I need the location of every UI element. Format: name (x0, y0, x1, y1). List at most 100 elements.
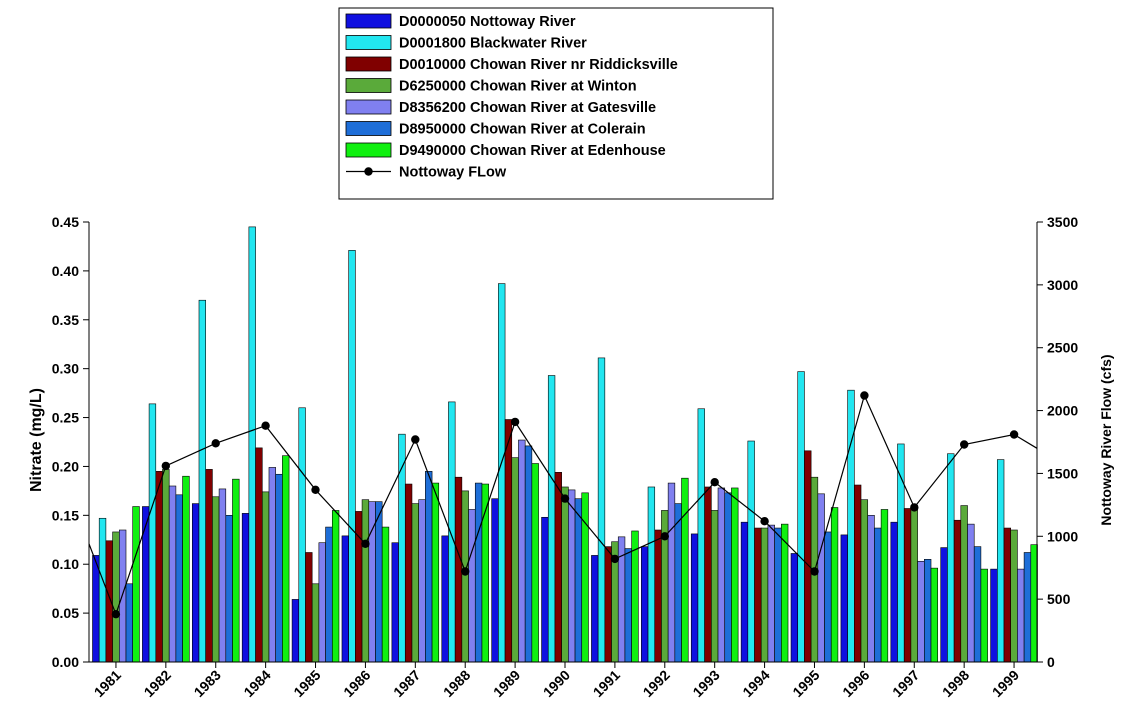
flow-point (910, 503, 919, 512)
bar (381, 526, 390, 663)
bar (568, 489, 576, 663)
y2-tick-label: 1500 (1047, 465, 1078, 481)
legend-swatch (345, 78, 392, 93)
bar (930, 567, 939, 663)
legend-line-marker (364, 167, 373, 176)
bar (947, 453, 955, 663)
bar (996, 459, 1005, 663)
y2-tick-label: 500 (1047, 591, 1071, 607)
bar (854, 484, 862, 663)
bar (917, 560, 925, 663)
bar (225, 515, 233, 663)
bar (282, 455, 290, 663)
bar (92, 555, 100, 663)
bar (824, 531, 832, 663)
flow-point (161, 461, 170, 471)
bar (275, 473, 283, 663)
x-tick-label: 1984 (240, 667, 273, 700)
bar (960, 505, 968, 663)
bar (255, 447, 263, 663)
bar (561, 486, 569, 663)
bar (298, 407, 306, 663)
bar (674, 503, 682, 663)
bar (205, 469, 213, 663)
bar (840, 534, 848, 663)
bar (547, 375, 556, 663)
bar (973, 546, 982, 663)
x-tick-label: 1995 (789, 667, 822, 700)
bar (411, 503, 419, 663)
y2-tick-label: 3500 (1047, 214, 1078, 230)
x-tick-label: 1999 (989, 667, 1022, 700)
flow-point (411, 435, 420, 444)
bar (574, 498, 583, 663)
bar (717, 487, 726, 663)
bar (511, 457, 519, 663)
y-tick-label: 0.45 (52, 214, 79, 230)
bar (581, 492, 589, 663)
bar (890, 521, 898, 663)
bar (924, 559, 932, 663)
bar (697, 408, 705, 663)
y2-tick-label: 0 (1047, 654, 1055, 670)
x-tick-label: 1982 (141, 667, 174, 700)
flow-point (510, 417, 520, 427)
y-tick-label: 0.20 (52, 458, 79, 474)
y-tick-label: 0.05 (52, 605, 79, 621)
x-tick-label: 1990 (540, 667, 573, 700)
y-tick-label: 0.10 (52, 556, 79, 572)
bar (1003, 527, 1011, 663)
bar (790, 553, 799, 663)
bar (341, 535, 349, 663)
bar (441, 535, 449, 663)
flow-point (211, 439, 220, 448)
flow-point (311, 485, 320, 494)
bar (817, 493, 825, 663)
bar (953, 519, 962, 663)
bar (162, 469, 170, 663)
x-tick-label: 1991 (590, 667, 623, 700)
bar (198, 299, 206, 663)
bar (182, 475, 190, 663)
legend-swatch (345, 56, 392, 72)
x-tick-label: 1994 (739, 667, 772, 700)
bar (431, 482, 440, 663)
x-tick-label: 1993 (689, 667, 722, 700)
bar (448, 401, 456, 663)
bar (112, 531, 120, 663)
bar (724, 492, 732, 663)
bar (641, 546, 649, 663)
bar (704, 486, 712, 663)
y2-tick-label: 2000 (1047, 403, 1078, 419)
bar (1023, 552, 1032, 663)
bar (311, 583, 320, 663)
legend-label: D9490000 Chowan River at Edenhouse (399, 143, 666, 159)
bar (331, 510, 340, 663)
legend-label: D6250000 Chowan River at Winton (399, 79, 637, 95)
x-tick-label: 1998 (939, 667, 972, 700)
flow-point (1009, 430, 1019, 439)
bar (175, 494, 183, 663)
flow-point (111, 610, 121, 619)
bar (268, 467, 276, 663)
bar (218, 488, 227, 663)
flow-point (760, 517, 769, 526)
x-tick-label: 1986 (340, 667, 373, 700)
bar (232, 478, 240, 663)
bar (740, 521, 749, 663)
bar (98, 517, 107, 663)
x-tick-label: 1997 (889, 667, 922, 700)
y2-tick-label: 2500 (1047, 340, 1078, 356)
bar (418, 499, 426, 663)
bar (903, 508, 912, 663)
bar (125, 583, 133, 663)
x-tick-label: 1996 (839, 667, 872, 700)
x-tick-label: 1985 (290, 667, 323, 700)
bar (804, 450, 812, 663)
x-tick-label: 1987 (390, 667, 423, 700)
bar (191, 503, 200, 663)
flow-point (261, 421, 270, 430)
legend-label: D8356200 Chowan River at Gatesville (399, 100, 656, 116)
legend-swatch (345, 142, 392, 158)
